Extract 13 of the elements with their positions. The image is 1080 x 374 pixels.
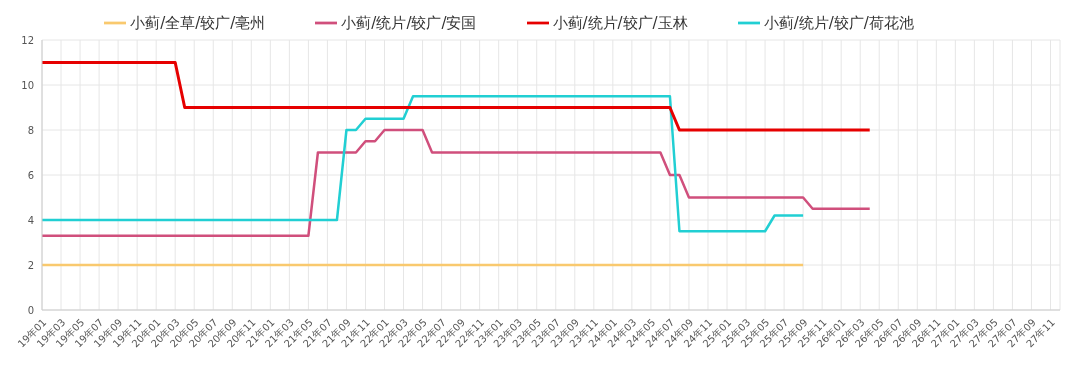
y-tick-label: 10: [21, 79, 34, 91]
line-series: [42, 95, 805, 233]
y-tick-label: 2: [27, 259, 34, 271]
y-tick-label: 12: [21, 34, 34, 46]
y-tick-label: 0: [27, 304, 34, 316]
legend-label: 小蓟/统片/较广/玉林: [552, 13, 688, 32]
y-tick-label: 8: [27, 124, 34, 136]
y-tick-label: 6: [27, 169, 34, 181]
legend-label: 小蓟/统片/较广/荷花池: [763, 13, 914, 32]
legend-label: 小蓟/统片/较广/安国: [341, 13, 477, 32]
line-series: [42, 128, 871, 237]
y-tick-label: 4: [27, 214, 34, 226]
legend-label: 小蓟/全草/较广/亳州: [130, 13, 266, 32]
